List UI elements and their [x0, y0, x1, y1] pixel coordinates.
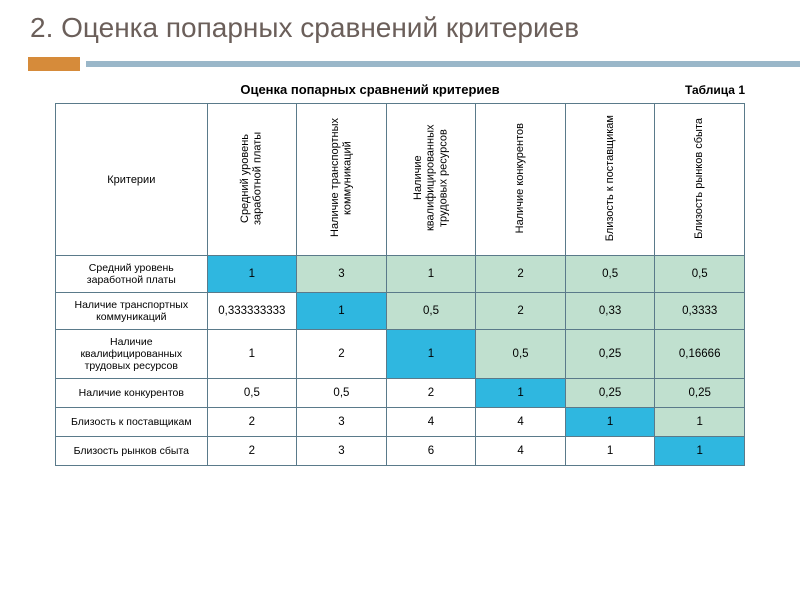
table-row: Наличие конкурентов0,50,5210,250,25 — [56, 379, 745, 408]
cell-value: 1 — [297, 293, 387, 330]
table-row: Близость к поставщикам234411 — [56, 408, 745, 437]
accent-box — [28, 57, 80, 71]
cell-value: 1 — [655, 408, 745, 437]
cell-value: 1 — [476, 379, 566, 408]
col-header: Наличие транспортных коммуникаций — [297, 104, 387, 256]
table-row: Близость рынков сбыта236411 — [56, 437, 745, 466]
title-block: 2. Оценка попарных сравнений критериев — [0, 0, 800, 52]
cell-value: 0,5 — [207, 379, 297, 408]
cell-value: 4 — [386, 408, 476, 437]
comparison-table: Критерии Средний уровень заработной плат… — [55, 103, 745, 466]
cell-value: 3 — [297, 408, 387, 437]
col-header-text: Близость к поставщикам — [604, 115, 617, 241]
slide-title: 2. Оценка попарных сравнений критериев — [30, 12, 770, 44]
col-header-text: Наличие транспортных коммуникаций — [329, 108, 354, 248]
cell-value: 0,3333 — [655, 293, 745, 330]
row-label: Наличие квалифицированных трудовых ресур… — [56, 330, 208, 379]
cell-value: 0,25 — [655, 379, 745, 408]
row-label: Наличие конкурентов — [56, 379, 208, 408]
cell-value: 1 — [207, 256, 297, 293]
row-label: Близость к поставщикам — [56, 408, 208, 437]
cell-value: 4 — [476, 437, 566, 466]
cell-value: 2 — [207, 437, 297, 466]
cell-value: 1 — [386, 256, 476, 293]
cell-value: 1 — [386, 330, 476, 379]
col-header-text: Наличие квалифицированных трудовых ресур… — [412, 108, 450, 248]
cell-value: 0,25 — [565, 379, 655, 408]
cell-value: 1 — [655, 437, 745, 466]
cell-value: 2 — [207, 408, 297, 437]
col-header: Средний уровень заработной платы — [207, 104, 297, 256]
table-caption: Оценка попарных сравнений критериев — [55, 82, 685, 97]
cell-value: 0,5 — [655, 256, 745, 293]
corner-header: Критерии — [56, 104, 208, 256]
cell-value: 2 — [476, 256, 566, 293]
table-row: Средний уровень заработной платы13120,50… — [56, 256, 745, 293]
cell-value: 2 — [297, 330, 387, 379]
cell-value: 0,5 — [386, 293, 476, 330]
cell-value: 3 — [297, 256, 387, 293]
cell-value: 2 — [476, 293, 566, 330]
col-header-text: Наличие конкурентов — [514, 123, 527, 233]
cell-value: 3 — [297, 437, 387, 466]
cell-value: 0,16666 — [655, 330, 745, 379]
col-header-text: Близость рынков сбыта — [693, 118, 706, 239]
col-header: Наличие конкурентов — [476, 104, 566, 256]
cell-value: 0,5 — [476, 330, 566, 379]
cell-value: 4 — [476, 408, 566, 437]
table-body: Средний уровень заработной платы13120,50… — [56, 256, 745, 466]
cell-value: 1 — [565, 408, 655, 437]
col-header: Наличие квалифицированных трудовых ресур… — [386, 104, 476, 256]
cell-value: 0,33 — [565, 293, 655, 330]
content-area: Оценка попарных сравнений критериев Табл… — [0, 72, 800, 466]
cell-value: 0,333333333 — [207, 293, 297, 330]
cell-value: 0,5 — [565, 256, 655, 293]
cell-value: 2 — [386, 379, 476, 408]
row-label: Наличие транспортных коммуникаций — [56, 293, 208, 330]
cell-value: 0,25 — [565, 330, 655, 379]
caption-row: Оценка попарных сравнений критериев Табл… — [55, 82, 745, 97]
slide: 2. Оценка попарных сравнений критериев О… — [0, 0, 800, 600]
table-row: Наличие транспортных коммуникаций0,33333… — [56, 293, 745, 330]
cell-value: 6 — [386, 437, 476, 466]
col-header-text: Средний уровень заработной платы — [239, 108, 264, 248]
cell-value: 1 — [565, 437, 655, 466]
divider-line — [86, 61, 800, 67]
table-row: Наличие квалифицированных трудовых ресур… — [56, 330, 745, 379]
cell-value: 0,5 — [297, 379, 387, 408]
cell-value: 1 — [207, 330, 297, 379]
table-header-row: Критерии Средний уровень заработной плат… — [56, 104, 745, 256]
row-label: Близость рынков сбыта — [56, 437, 208, 466]
col-header: Близость рынков сбыта — [655, 104, 745, 256]
divider-row — [0, 56, 800, 72]
col-header: Близость к поставщикам — [565, 104, 655, 256]
table-number-label: Таблица 1 — [685, 83, 745, 97]
row-label: Средний уровень заработной платы — [56, 256, 208, 293]
